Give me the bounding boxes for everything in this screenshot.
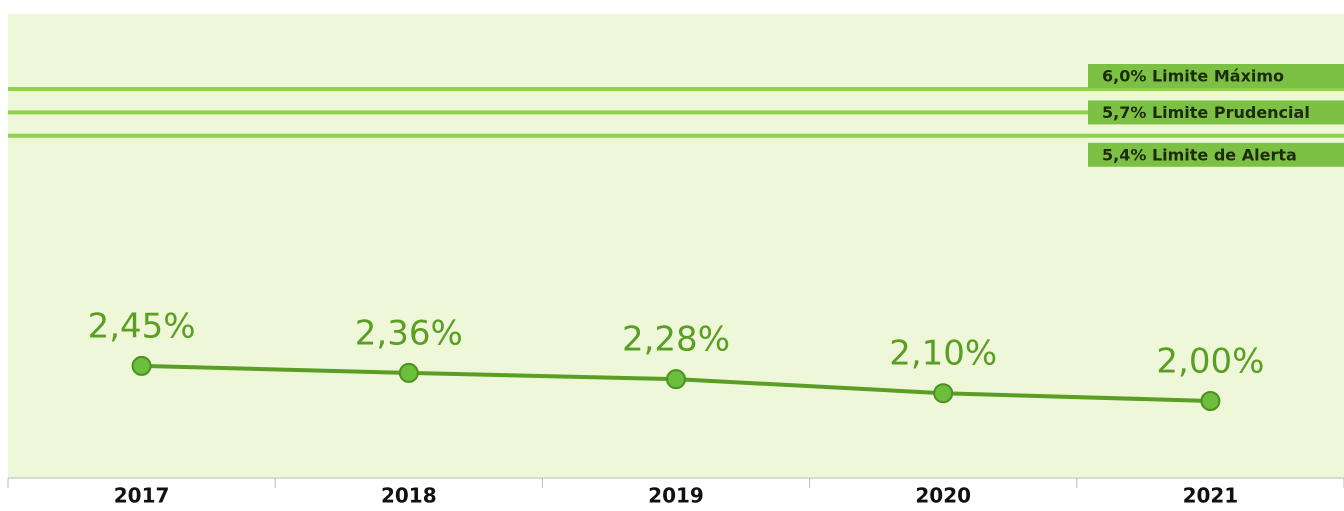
data-label: 2,45%: [88, 306, 196, 346]
reference-label: 5,4% Limite de Alerta: [1102, 145, 1297, 164]
x-tick-label: 2021: [1183, 484, 1239, 508]
reference-label-box: [1088, 100, 1344, 125]
x-tick-label: 2017: [114, 484, 170, 508]
plot-background: [8, 14, 1344, 478]
x-tick-label: 2019: [648, 484, 704, 508]
reference-label-box: [1088, 142, 1344, 167]
reference-label: 6,0% Limite Máximo: [1102, 67, 1284, 86]
data-label: 2,00%: [1156, 342, 1264, 382]
reference-label: 5,7% Limite Prudencial: [1102, 103, 1310, 122]
point: [1200, 391, 1221, 411]
reference-label-box: [1088, 64, 1344, 88]
point: [398, 362, 419, 383]
data-label: 2,10%: [889, 334, 997, 374]
point: [131, 355, 152, 376]
point: [933, 383, 954, 404]
x-tick-label: 2020: [915, 484, 971, 508]
data-label: 2,28%: [622, 320, 730, 360]
data-label: 2,36%: [355, 313, 463, 353]
x-tick-label: 2018: [381, 484, 437, 508]
point: [666, 369, 686, 390]
